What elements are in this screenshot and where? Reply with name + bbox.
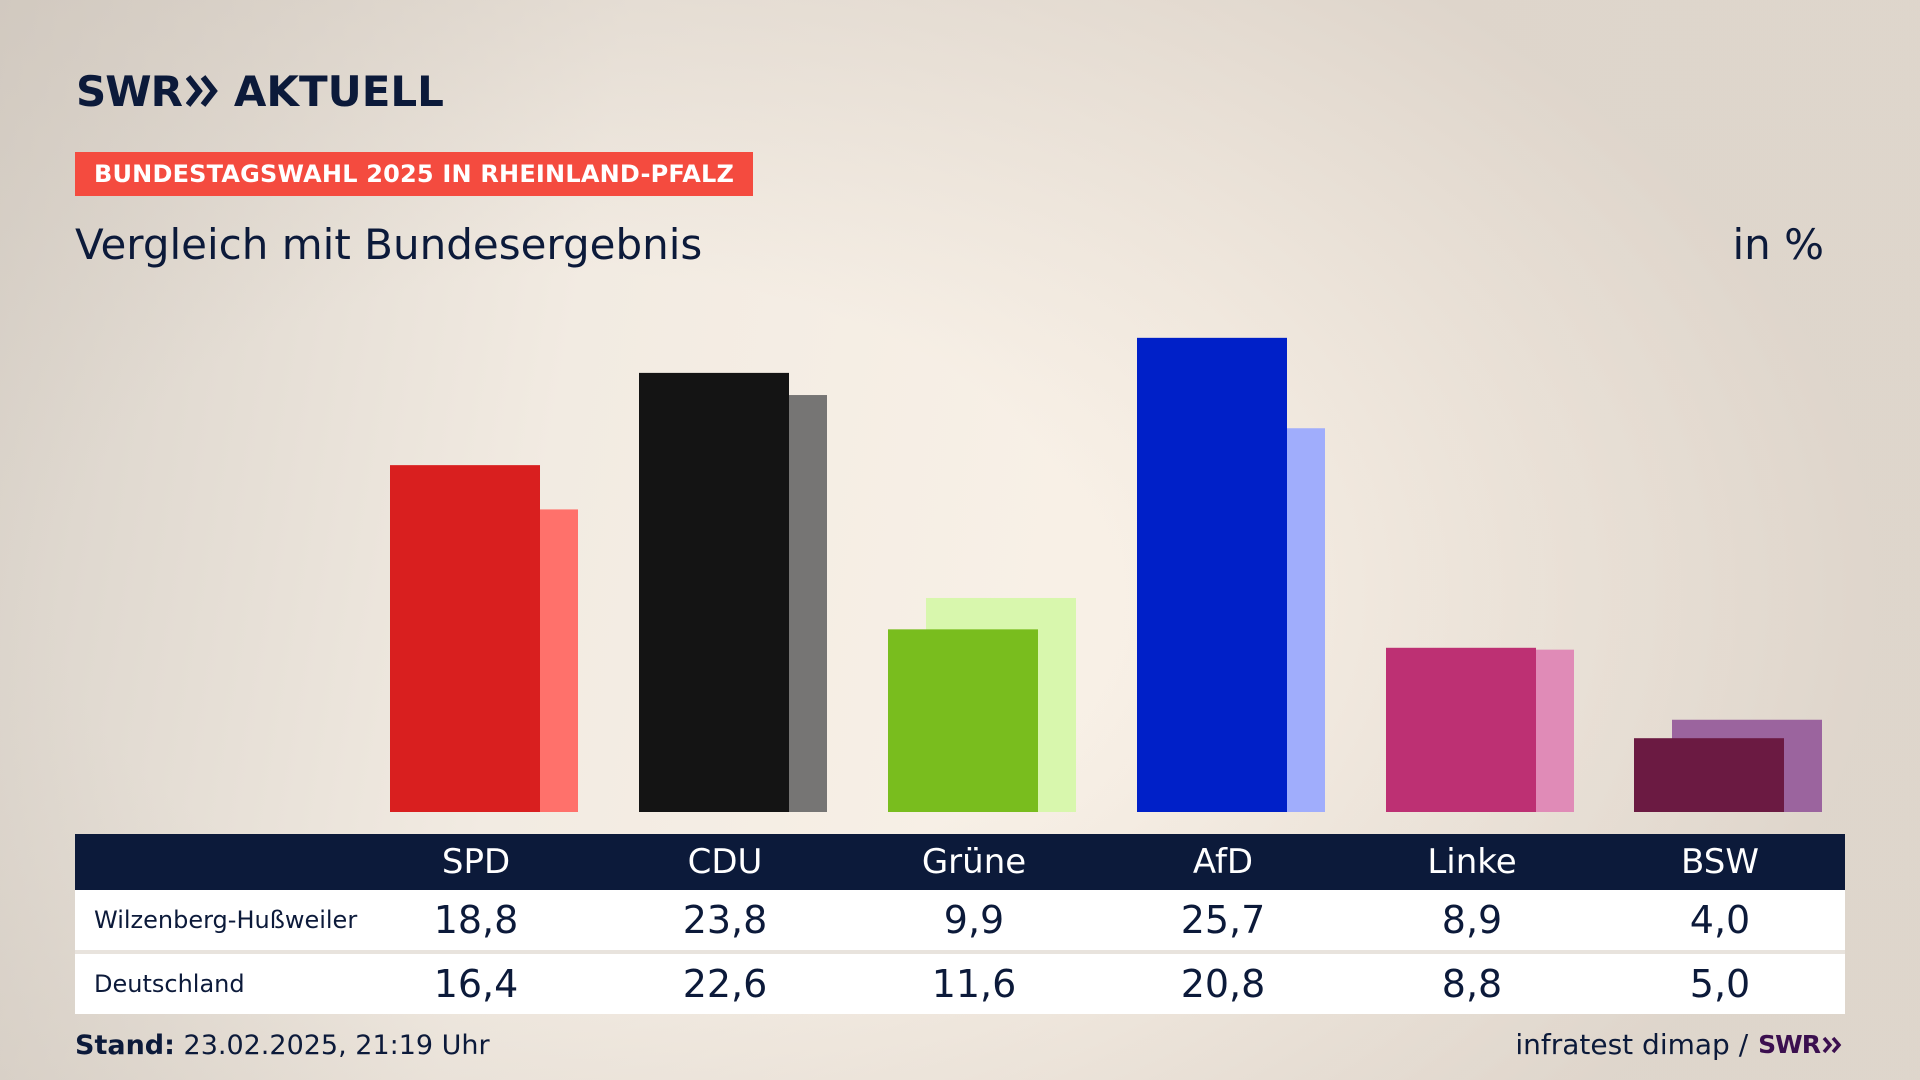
results-table: SPD CDU Grüne AfD Linke BSW Wilzenberg-Hußwei… <box>75 834 1845 1014</box>
table-row: Deutschland 16,4 22,6 11,6 20,8 8,8 5,0 <box>75 954 1845 1014</box>
table-cell: 16,4 <box>433 962 519 1006</box>
source-text: infratest dimap / <box>1515 1028 1749 1061</box>
column-header-spd: SPD <box>441 842 511 882</box>
logo-aktuell-text: AKTUELL <box>233 66 444 116</box>
column-header-cdu: CDU <box>687 842 763 882</box>
table-header: SPD CDU Grüne AfD Linke BSW <box>75 834 1845 890</box>
stand-value: 23.02.2025, 21:19 Uhr <box>183 1030 490 1061</box>
table-cell: 11,6 <box>931 962 1017 1006</box>
column-header-gruene: Grüne <box>921 842 1027 882</box>
timestamp: Stand: 23.02.2025, 21:19 Uhr <box>75 1030 490 1061</box>
source-credit: infratest dimap / SWR <box>1515 1028 1844 1061</box>
column-header-linke: Linke <box>1427 842 1517 882</box>
bar-bsw-wilzenberg <box>1634 738 1784 812</box>
table-cell: 5,0 <box>1689 962 1751 1006</box>
stand-label: Stand: <box>75 1030 175 1061</box>
table-cell: 20,8 <box>1180 962 1266 1006</box>
row-label: Wilzenberg-Hußweiler <box>94 906 358 934</box>
unit-label: in % <box>1732 220 1824 269</box>
logo-swr-text: SWR <box>76 66 183 116</box>
table-cell: 8,9 <box>1441 898 1503 942</box>
table-row: Wilzenberg-Hußweiler 18,8 23,8 9,9 25,7 8,9 4… <box>75 890 1845 954</box>
election-banner: BUNDESTAGSWAHL 2025 IN RHEINLAND-PFALZ <box>75 152 754 196</box>
bar-gruene-wilzenberg <box>888 629 1038 812</box>
bar-spd-wilzenberg <box>390 465 540 812</box>
table-cell: 22,6 <box>682 962 768 1006</box>
chart-title: Vergleich mit Bundesergebnis <box>75 220 703 269</box>
row-label: Deutschland <box>94 970 245 998</box>
column-header-afd: AfD <box>1192 842 1254 882</box>
bar-linke-wilzenberg <box>1386 647 1536 812</box>
table-cell: 4,0 <box>1689 898 1751 942</box>
column-header-bsw: BSW <box>1681 842 1759 882</box>
swr-small-logo: SWR <box>1758 1030 1821 1059</box>
swr-aktuell-logo: SWR AKTUELL <box>76 66 444 116</box>
table-cell: 25,7 <box>1180 898 1266 942</box>
double-chevron-icon <box>185 75 218 107</box>
bar-chart <box>390 337 1822 812</box>
table-cell: 8,8 <box>1441 962 1503 1006</box>
bar-cdu-wilzenberg <box>639 372 789 812</box>
small-double-chevron-icon <box>1822 1036 1842 1053</box>
table-cell: 9,9 <box>943 898 1005 942</box>
bar-afd-wilzenberg <box>1137 337 1287 812</box>
table-cell: 23,8 <box>682 898 768 942</box>
table-cell: 18,8 <box>433 898 519 942</box>
